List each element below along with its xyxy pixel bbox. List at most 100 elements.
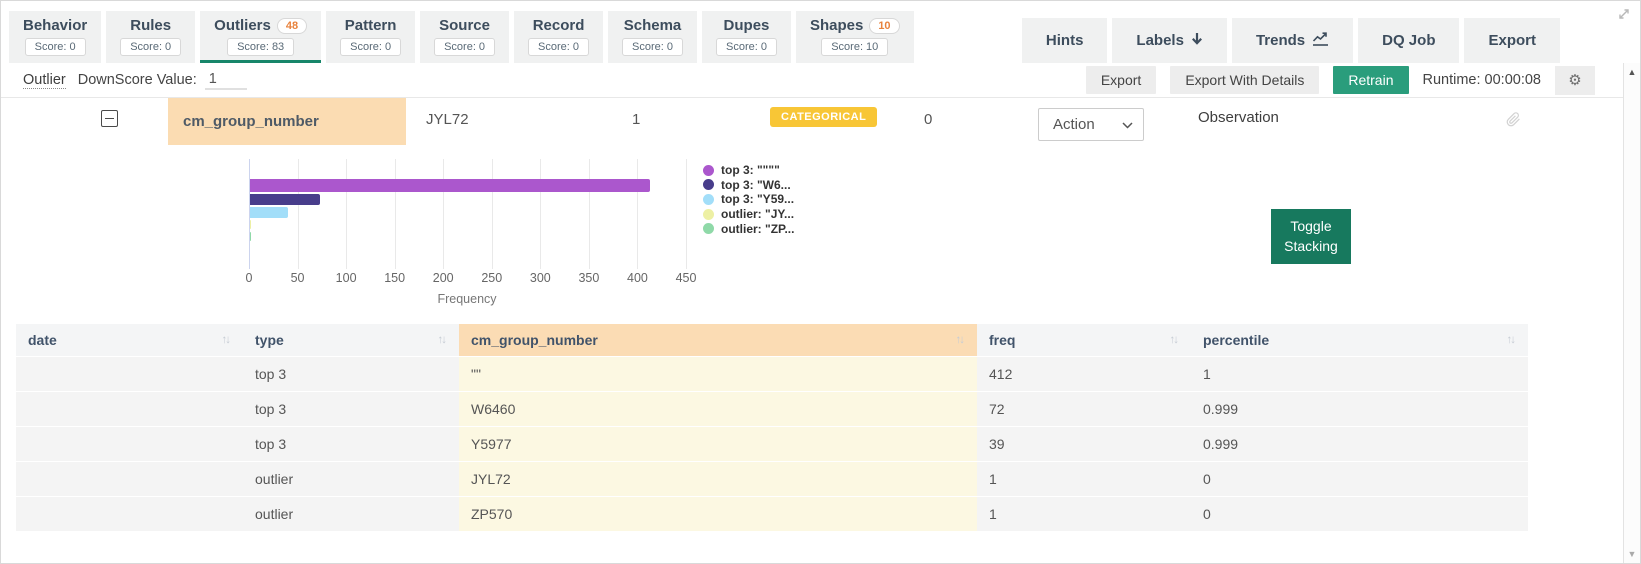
chart-x-tick: 0 [245, 271, 253, 285]
downscore-label: DownScore Value: [77, 72, 197, 88]
score-box: Score: 0 [528, 38, 590, 56]
tab-label: Behavior [23, 17, 88, 34]
chart-gridline [394, 159, 396, 269]
tab-dupes[interactable]: Dupes Score: 0 [701, 11, 791, 63]
outlier-detail-table-wrap: date ↑↓ type ↑↓ cm_group_number ↑↓ freq ↑↓ perce… [1, 313, 1640, 532]
downscore-input[interactable] [204, 70, 247, 90]
menu-tab-labels[interactable]: Labels [1112, 18, 1227, 63]
tab-label: Pattern [344, 17, 397, 34]
table-cell-type: top 3 [243, 427, 459, 461]
column-header-cm-group-number[interactable]: cm_group_number ↑↓ [459, 324, 977, 356]
legend-item[interactable]: outlier: "ZP... [703, 221, 794, 236]
runtime-label: Runtime: 00:00:08 [1422, 72, 1542, 88]
legend-dot [703, 208, 714, 220]
table-cell-date [16, 357, 243, 391]
column-header-date[interactable]: date ↑↓ [16, 324, 243, 356]
export-button[interactable]: Export [1085, 66, 1157, 94]
chart-bar [250, 194, 320, 205]
column-header-label: cm_group_number [471, 332, 598, 348]
column-header-percentile[interactable]: percentile ↑↓ [1191, 324, 1528, 356]
legend-item[interactable]: top 3: "W6... [703, 178, 794, 193]
legend-item[interactable]: top 3: "Y59... [703, 192, 794, 207]
tab-record[interactable]: Record Score: 0 [514, 11, 604, 63]
sort-icon: ↑↓ [221, 334, 231, 346]
column-header-freq[interactable]: freq ↑↓ [977, 324, 1191, 356]
scrollbar-down-arrow[interactable]: ▼ [1627, 549, 1637, 559]
tab-label: Schema [623, 17, 682, 34]
legend-label: outlier: "ZP... [721, 221, 795, 236]
gear-icon: ⚙ [1568, 72, 1582, 89]
legend-item[interactable]: top 3: """" [703, 163, 794, 178]
retrain-button[interactable]: Retrain [1333, 66, 1409, 94]
column-header-type[interactable]: type ↑↓ [243, 324, 459, 356]
action-dropdown-label: Action [1053, 116, 1095, 133]
action-dropdown[interactable]: Action [1038, 108, 1144, 141]
column-header-label: type [255, 332, 284, 348]
table-cell-freq: 1 [977, 497, 1191, 531]
table-cell-freq: 72 [977, 392, 1191, 426]
tab-label: Record [532, 17, 585, 34]
chevron-down-icon [1122, 116, 1133, 133]
table-cell-freq: 39 [977, 427, 1191, 461]
settings-gear-button[interactable]: ⚙ [1555, 65, 1595, 95]
tab-shapes[interactable]: Shapes 10 Score: 10 [795, 11, 914, 63]
table-cell-cm-group-number: Y5977 [459, 427, 977, 461]
table-row: outlier ZP570 1 0 [16, 497, 1528, 531]
chart-bar [250, 232, 251, 241]
table-cell-freq: 412 [977, 357, 1191, 391]
chart-gridline [491, 159, 493, 269]
column-name-chip: cm_group_number [168, 98, 406, 145]
sort-icon: ↑↓ [1169, 334, 1179, 346]
tab-label: Source [439, 17, 490, 34]
chart-bar [250, 207, 288, 218]
paperclip-icon[interactable] [1506, 112, 1521, 132]
tab-count-badge: 10 [869, 17, 900, 34]
outlier-toolbar: Outlier DownScore Value: Export Export W… [1, 63, 1640, 98]
tab-behavior[interactable]: Behavior Score: 0 [9, 11, 102, 63]
collapse-diagonal-icon[interactable] [1617, 7, 1631, 26]
chart-x-tick: 250 [481, 271, 503, 285]
table-cell-percentile: 0.999 [1191, 427, 1528, 461]
menu-tab-hints[interactable]: Hints [1021, 18, 1108, 63]
table-cell-type: outlier [243, 462, 459, 496]
chart-gridline [249, 159, 250, 269]
table-row: outlier JYL72 1 0 [16, 462, 1528, 496]
outlier-link[interactable]: Outlier [23, 71, 66, 89]
column-header-label: percentile [1203, 332, 1270, 348]
score-box: Score: 0 [434, 38, 496, 56]
score-box: Score: 10 [821, 38, 889, 56]
active-tab-indicator [200, 60, 322, 63]
record-score: 0 [924, 111, 933, 128]
tab-rules[interactable]: Rules Score: 0 [106, 11, 196, 63]
export-with-details-button[interactable]: Export With Details [1170, 66, 1320, 94]
observation-label: Observation [1198, 109, 1279, 126]
table-cell-percentile: 1 [1191, 357, 1528, 391]
column-header-label: freq [989, 332, 1016, 348]
chart-x-tick: 300 [529, 271, 551, 285]
tab-label: Outliers [214, 17, 271, 34]
chart-bar [250, 179, 650, 192]
tab-schema[interactable]: Schema Score: 0 [608, 11, 697, 63]
toggle-stacking-button[interactable]: Toggle Stacking [1271, 209, 1351, 264]
chart-x-tick: 100 [335, 271, 357, 285]
table-cell-freq: 1 [977, 462, 1191, 496]
menu-tab-trends[interactable]: Trends [1231, 18, 1354, 63]
chart-gridline [686, 159, 687, 269]
tab-outliers[interactable]: Outliers 48 Score: 83 [200, 11, 322, 63]
chart-x-tick: 150 [384, 271, 406, 285]
collapse-row-icon[interactable] [101, 110, 118, 127]
legend-item[interactable]: outlier: "JY... [703, 207, 794, 222]
menu-tab-dq-job[interactable]: DQ Job [1358, 18, 1460, 63]
record-value: JYL72 [426, 111, 469, 128]
chart-legend: top 3: """" top 3: "W6... top 3: "Y59... ou… [703, 163, 794, 236]
tab-pattern[interactable]: Pattern Score: 0 [326, 11, 416, 63]
vertical-scrollbar[interactable]: ▲ ▼ [1623, 63, 1640, 563]
menu-tab-export[interactable]: Export [1464, 18, 1560, 63]
table-cell-date [16, 462, 243, 496]
table-cell-date [16, 392, 243, 426]
tab-source[interactable]: Source Score: 0 [420, 11, 510, 63]
table-cell-date [16, 497, 243, 531]
scrollbar-up-arrow[interactable]: ▲ [1627, 67, 1637, 77]
chart-gridline [637, 159, 639, 269]
